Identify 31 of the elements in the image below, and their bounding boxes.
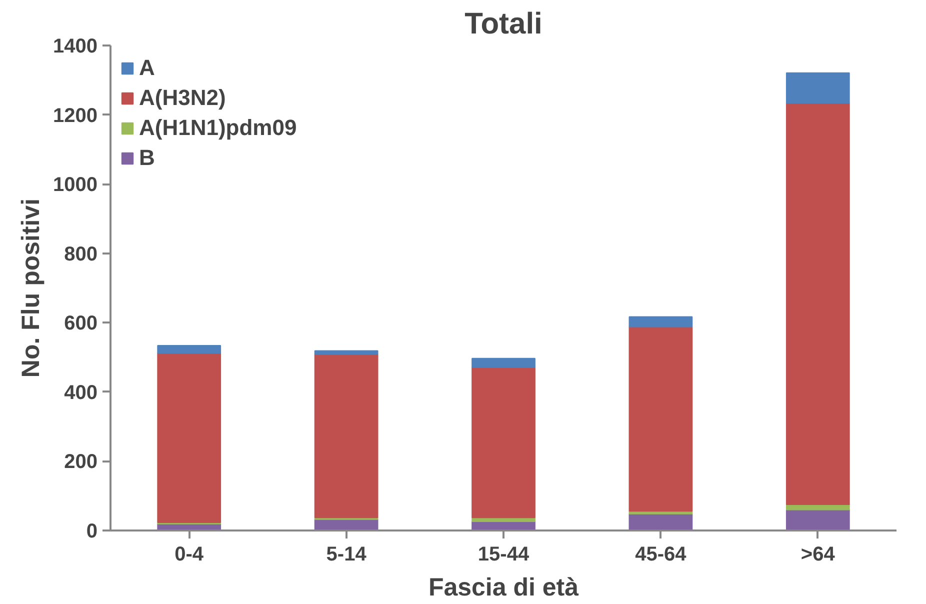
legend-label: A(H3N2) (139, 85, 226, 111)
bar (628, 326, 693, 512)
y-tick-label: 800 (64, 243, 98, 266)
bar (157, 345, 222, 354)
y-tick-label: 0 (86, 520, 98, 542)
y-tick-label: 400 (64, 382, 98, 404)
bar (157, 352, 222, 524)
chart-title: Totali (464, 8, 542, 40)
y-tick-label: 600 (64, 312, 98, 335)
x-tick-label: 15-44 (478, 544, 530, 566)
y-tick-label: 1000 (53, 174, 98, 196)
y-tick-label: 1200 (53, 104, 98, 127)
bar (628, 316, 693, 328)
legend-label: B (139, 145, 156, 171)
bar (314, 350, 378, 355)
legend-label: A (139, 55, 156, 81)
bar (314, 354, 378, 518)
x-tick-label: 0-4 (174, 544, 204, 566)
legend-label: A(H1N1)pdm09 (139, 115, 297, 141)
x-tick-label: >64 (800, 544, 836, 566)
bar (472, 358, 536, 368)
x-tick-label: 45-64 (635, 544, 688, 566)
y-axis-title: No. Flu positivi (17, 198, 46, 378)
bar (472, 366, 536, 518)
bar (786, 102, 850, 506)
y-tick-label: 200 (64, 451, 98, 474)
y-tick-label: 1400 (53, 36, 98, 58)
x-axis-title: Fascia di età (428, 574, 579, 602)
bar (786, 72, 850, 104)
x-tick-label: 5-14 (326, 544, 368, 566)
bar (786, 509, 850, 530)
